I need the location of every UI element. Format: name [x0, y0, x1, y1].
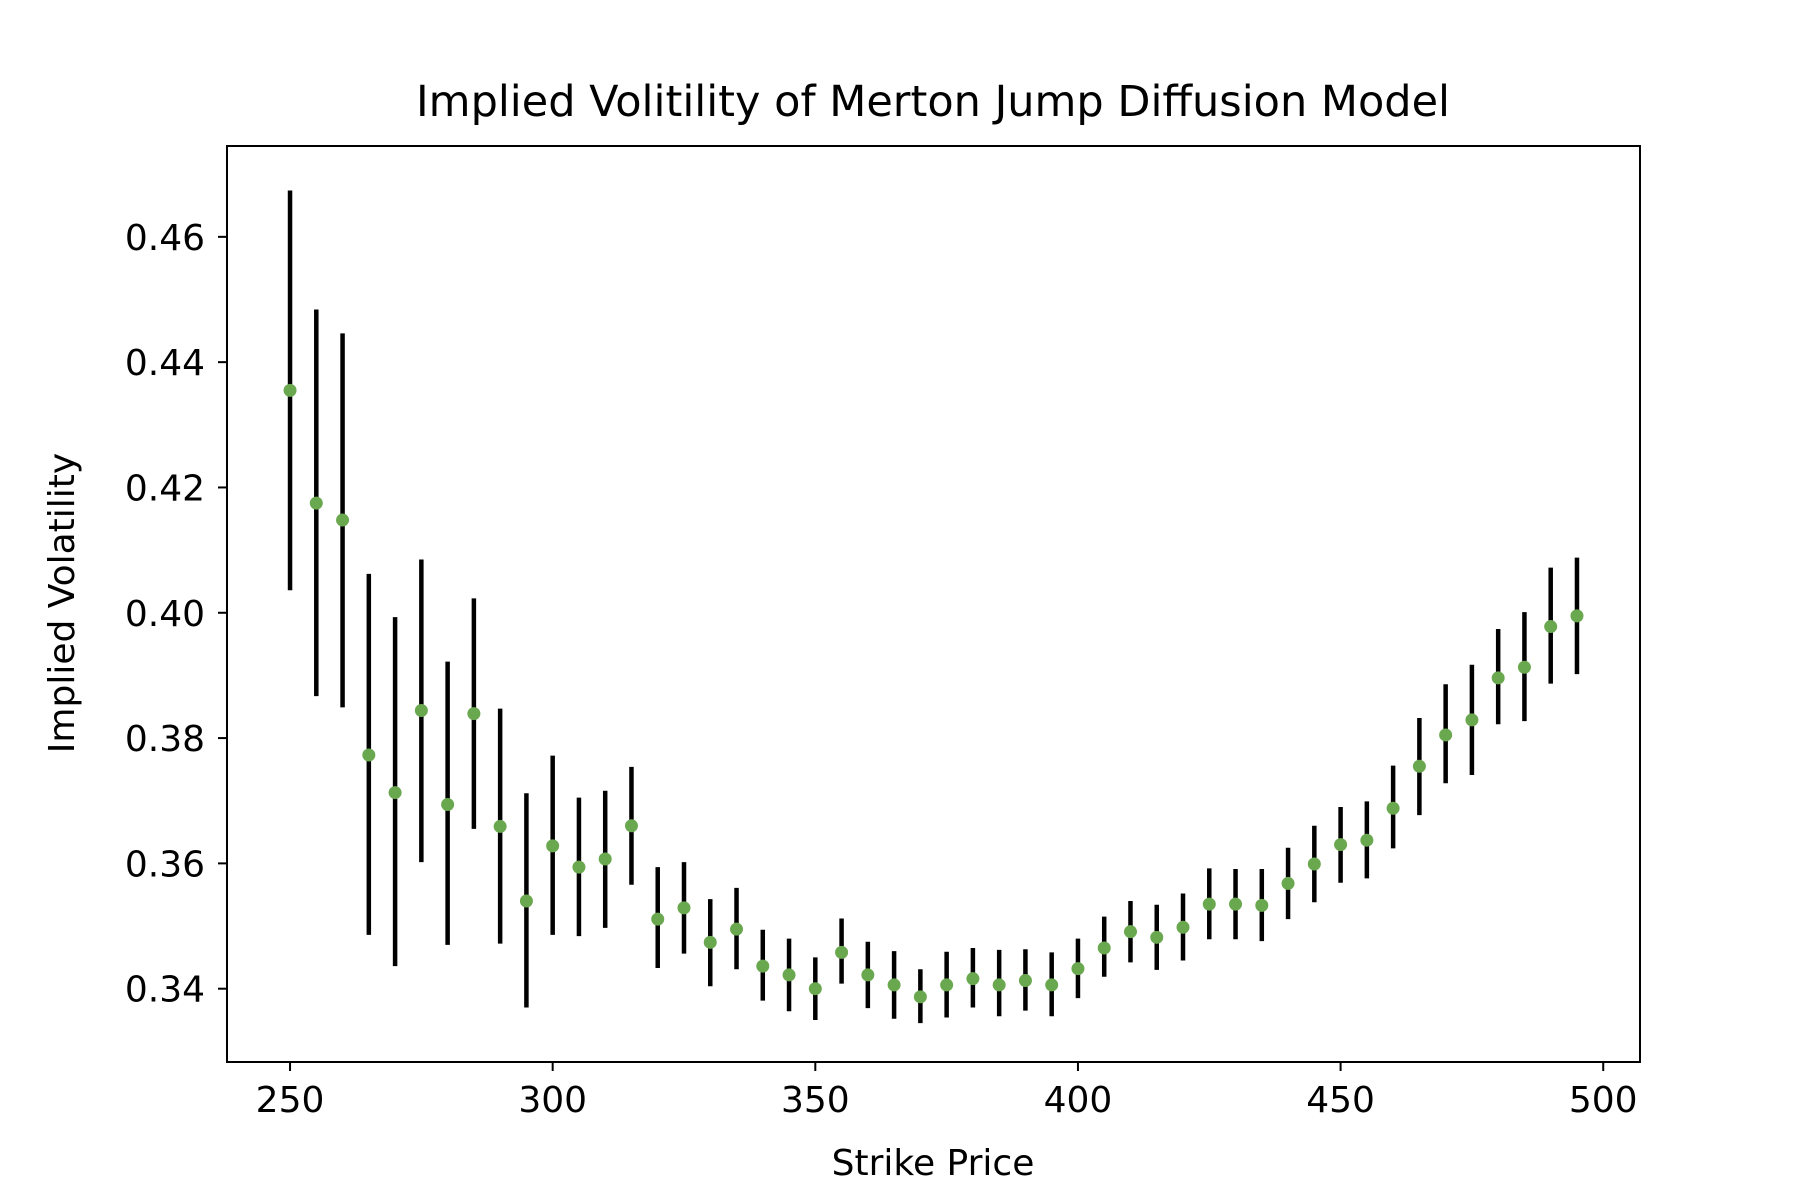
error-bars	[287, 190, 1580, 1024]
data-point	[1334, 838, 1348, 852]
data-point	[887, 978, 901, 992]
data-point	[624, 819, 638, 833]
data-point	[546, 839, 560, 853]
data-point	[1018, 974, 1032, 988]
data-point	[1150, 930, 1164, 944]
data-point	[861, 968, 875, 982]
data-point	[1255, 898, 1269, 912]
data-point	[1386, 801, 1400, 815]
data-point	[519, 894, 533, 908]
data-point	[835, 945, 849, 959]
data-point	[1229, 897, 1243, 911]
data-point	[1570, 609, 1584, 623]
y-tick-label: 0.36	[125, 844, 205, 885]
y-tick-label: 0.46	[125, 218, 205, 259]
y-tick-label: 0.38	[125, 719, 205, 760]
x-tick-label: 300	[518, 1080, 587, 1121]
data-point	[283, 383, 297, 397]
data-point	[756, 959, 770, 973]
chart-title: Implied Volitility of Merton Jump Diffus…	[416, 77, 1450, 127]
data-point	[913, 990, 927, 1004]
data-point	[1439, 728, 1453, 742]
data-point	[1412, 759, 1426, 773]
data-point	[1517, 660, 1531, 674]
data-point	[1307, 857, 1321, 871]
data-point	[1123, 925, 1137, 939]
data-point	[1045, 978, 1059, 992]
data-point	[1097, 941, 1111, 955]
data-point	[1071, 962, 1085, 976]
x-tick-label: 350	[781, 1080, 850, 1121]
data-point	[388, 786, 402, 800]
x-tick-label: 250	[256, 1080, 325, 1121]
data-point	[1202, 897, 1216, 911]
data-point	[467, 707, 481, 721]
y-axis-ticks: 0.34 0.36 0.38 0.40 0.42 0.44 0.46	[125, 218, 227, 1011]
data-point	[808, 982, 822, 996]
data-point	[703, 935, 717, 949]
data-point	[309, 496, 323, 510]
x-tick-label: 400	[1044, 1080, 1113, 1121]
data-point	[1360, 833, 1374, 847]
data-point	[336, 513, 350, 527]
data-point	[441, 797, 455, 811]
data-point	[1176, 920, 1190, 934]
data-point	[1281, 876, 1295, 890]
data-point	[572, 860, 586, 874]
x-axis-label: Strike Price	[832, 1143, 1035, 1184]
y-tick-label: 0.42	[125, 468, 205, 509]
data-point	[940, 978, 954, 992]
data-point	[1544, 620, 1558, 634]
plot-frame	[226, 145, 1641, 1063]
y-tick-label: 0.40	[125, 594, 205, 635]
y-axis-label: Implied Volatility	[42, 453, 83, 753]
y-tick-label: 0.44	[125, 343, 205, 384]
x-tick-label: 450	[1306, 1080, 1375, 1121]
data-point	[966, 972, 980, 986]
y-tick-label: 0.34	[125, 970, 205, 1011]
data-point	[493, 819, 507, 833]
x-axis-ticks: 250 300 350 400 450 500	[256, 1062, 1638, 1121]
data-point	[414, 704, 428, 718]
data-points	[283, 383, 1584, 1004]
data-point	[362, 748, 376, 762]
data-point	[992, 978, 1006, 992]
data-point	[1491, 671, 1505, 685]
data-point	[677, 901, 691, 915]
data-point	[1465, 713, 1479, 727]
data-point	[651, 912, 665, 926]
data-point	[598, 852, 612, 866]
data-point	[782, 968, 796, 982]
data-point	[730, 922, 744, 936]
x-tick-label: 500	[1569, 1080, 1638, 1121]
